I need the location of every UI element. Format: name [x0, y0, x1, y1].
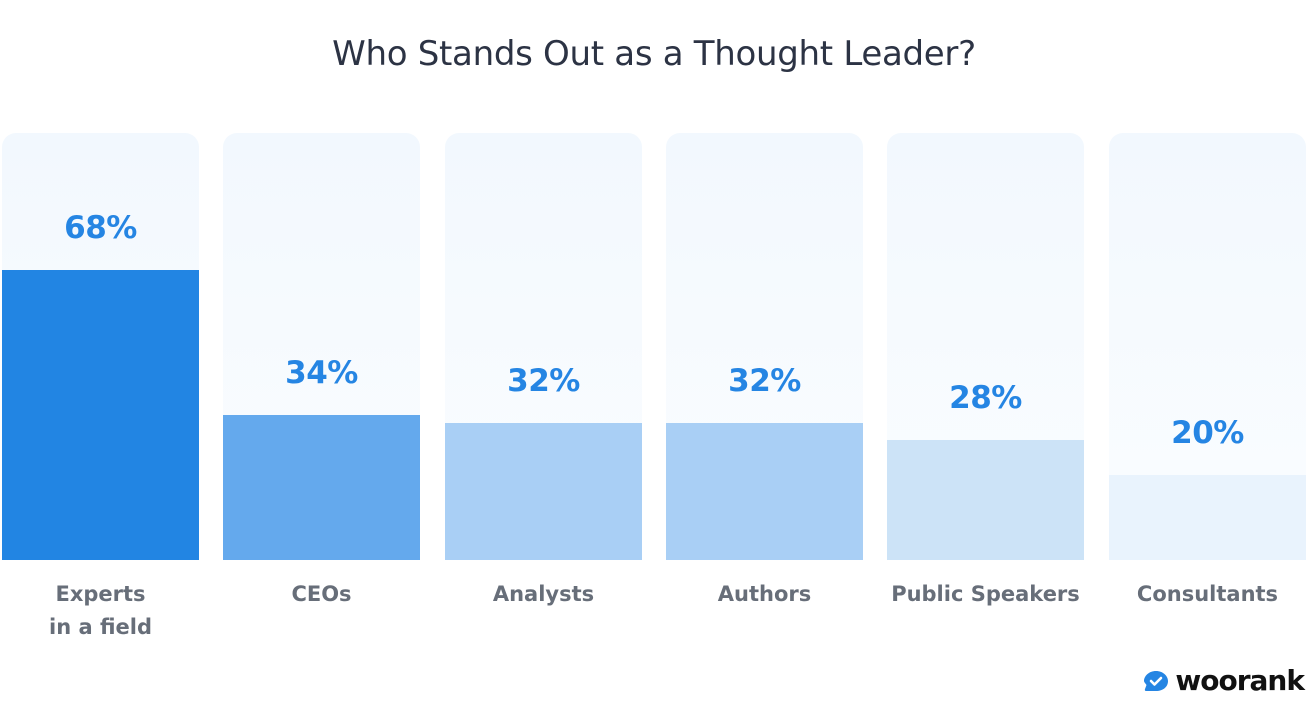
bar — [2, 269, 199, 560]
category-label: Experts in a field — [49, 582, 152, 639]
category-label: CEOs — [291, 582, 352, 606]
bar-track: 28% — [887, 133, 1084, 560]
bar — [887, 440, 1084, 560]
bar-track: 32% — [666, 133, 863, 560]
data-label: 20% — [1171, 414, 1244, 451]
data-label: 32% — [507, 363, 580, 400]
category-label: Public Speakers — [891, 582, 1080, 606]
check-badge-icon — [1144, 670, 1169, 691]
brand-name: woorank — [1175, 664, 1305, 697]
data-label: 68% — [64, 209, 137, 246]
category-label: Authors — [717, 582, 812, 606]
data-label: 32% — [728, 363, 801, 400]
category-label: Consultants — [1136, 582, 1279, 606]
data-label: 28% — [949, 380, 1022, 417]
bar-track: 32% — [445, 133, 642, 560]
data-label: 34% — [285, 354, 358, 391]
bar-track: 34% — [223, 133, 420, 560]
category-label: Analysts — [492, 582, 595, 606]
bar — [223, 414, 420, 560]
bar-track: 20% — [1109, 133, 1306, 560]
chart-title: Who Stands Out as a Thought Leader? — [332, 34, 976, 74]
bar — [666, 423, 863, 560]
bar — [1109, 474, 1306, 560]
woorank-logo: woorank — [1143, 664, 1305, 697]
bar-track: 68% — [2, 133, 199, 560]
bar — [445, 423, 642, 560]
